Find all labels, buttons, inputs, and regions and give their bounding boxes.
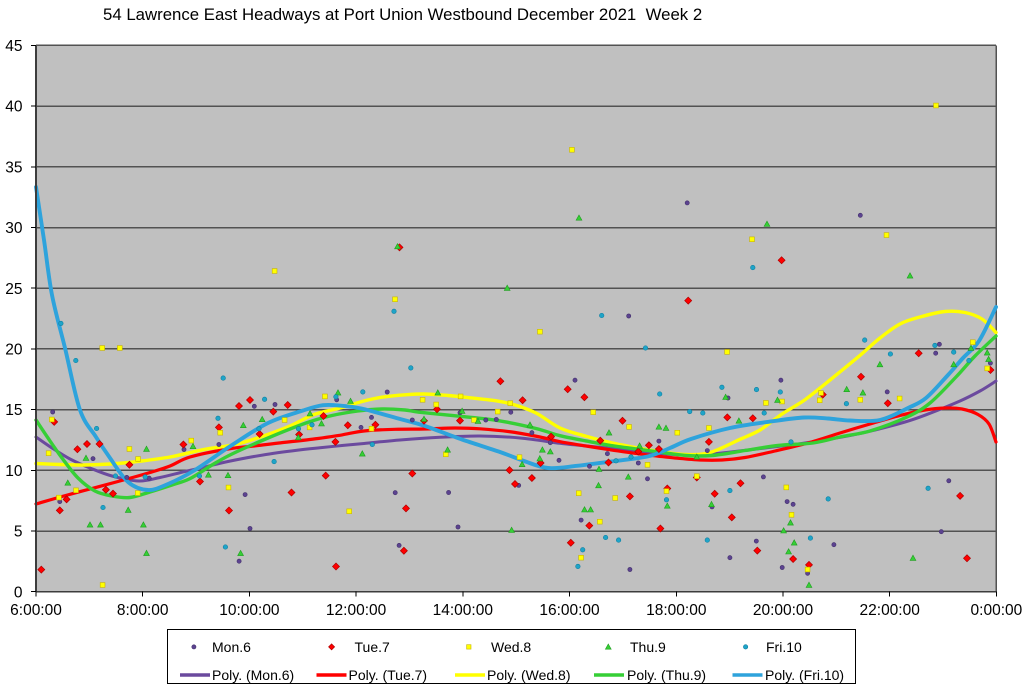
svg-text:12:00:00: 12:00:00 [326, 602, 387, 619]
svg-text:25: 25 [5, 281, 22, 298]
svg-text:15: 15 [5, 402, 22, 419]
svg-text:5: 5 [14, 524, 23, 541]
svg-text:35: 35 [5, 159, 22, 176]
svg-text:Fri.10: Fri.10 [766, 639, 802, 655]
svg-text:Poly. (Tue.7): Poly. (Tue.7) [349, 667, 428, 683]
svg-text:8:00:00: 8:00:00 [117, 602, 169, 619]
svg-text:0:00:00: 0:00:00 [971, 602, 1023, 619]
svg-text:16:00:00: 16:00:00 [539, 602, 600, 619]
svg-text:54 Lawrence East Headways at P: 54 Lawrence East Headways at Port Union … [103, 5, 702, 24]
svg-text:45: 45 [5, 38, 22, 55]
svg-text:20: 20 [5, 342, 23, 359]
svg-text:0: 0 [14, 584, 23, 601]
svg-text:Poly. (Mon.6): Poly. (Mon.6) [212, 667, 294, 683]
svg-text:14:00:00: 14:00:00 [433, 602, 494, 619]
svg-text:10: 10 [5, 463, 23, 480]
svg-text:40: 40 [5, 99, 23, 116]
svg-text:22:00:00: 22:00:00 [860, 602, 921, 619]
svg-text:6:00:00: 6:00:00 [10, 602, 62, 619]
svg-text:20:00:00: 20:00:00 [753, 602, 814, 619]
svg-text:10:00:00: 10:00:00 [219, 602, 280, 619]
svg-text:18:00:00: 18:00:00 [646, 602, 707, 619]
svg-text:Poly. (Thu.9): Poly. (Thu.9) [627, 667, 706, 683]
svg-text:Thu.9: Thu.9 [630, 639, 666, 655]
svg-text:Poly. (Fri.10): Poly. (Fri.10) [765, 667, 844, 683]
svg-text:Wed.8: Wed.8 [491, 639, 531, 655]
svg-text:Poly. (Wed.8): Poly. (Wed.8) [487, 667, 571, 683]
svg-text:30: 30 [5, 220, 23, 237]
svg-text:Mon.6: Mon.6 [212, 639, 251, 655]
svg-text:Tue.7: Tue.7 [355, 639, 390, 655]
